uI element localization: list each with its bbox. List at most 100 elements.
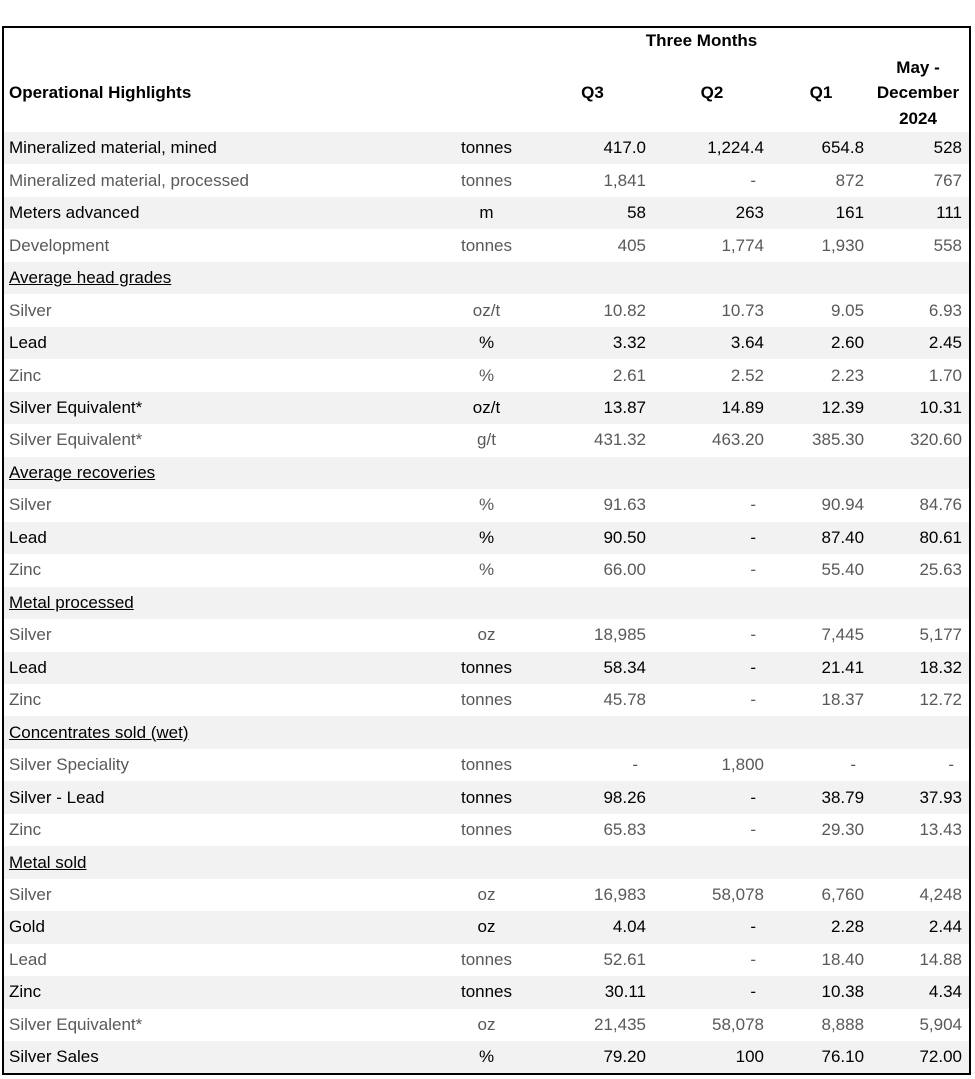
value-q2: - — [750, 982, 756, 1002]
value-q3: 10.82 — [603, 300, 646, 320]
row-unit: % — [478, 365, 495, 385]
header-spacer — [441, 54, 532, 132]
row-unit: tonnes — [460, 690, 513, 710]
value-q3: 21,435 — [594, 1014, 646, 1034]
row-label: Silver — [9, 625, 52, 645]
value-period: 111 — [936, 203, 962, 223]
row-unit: tonnes — [460, 170, 513, 190]
value-q1: 76.10 — [821, 1047, 865, 1067]
table-row: Silver Equivalent* oz 21,435 58,078 8,888 5,9… — [3, 1008, 970, 1042]
section-label-text: Metal processed — [9, 592, 134, 612]
section-row: Metal processed — [3, 586, 970, 620]
value-q2: - — [750, 820, 756, 840]
table-row: Zinc% 66.00 - 55.40 25.63 — [3, 554, 970, 587]
table-row: Silver Speciality tonnes - 1,800 - - — [3, 748, 970, 782]
value-period: 5,904 — [919, 1014, 962, 1034]
three-months-group-header: Three Months — [645, 31, 758, 50]
value-q2: 3.64 — [730, 333, 764, 353]
value-q3: 3.32 — [612, 333, 646, 353]
value-q2: 10.73 — [721, 300, 764, 320]
section-label: Metal processed — [3, 587, 970, 619]
row-label: Silver — [9, 300, 52, 320]
row-unit: tonnes — [460, 787, 513, 807]
row-unit: m — [479, 203, 494, 223]
row-label: Gold — [9, 917, 45, 937]
value-q3: 90.50 — [603, 527, 646, 547]
value-q1: 872 — [835, 170, 865, 190]
value-q1: 6,760 — [821, 885, 865, 905]
value-q3: 16,983 — [594, 885, 646, 905]
value-q2: 1,800 — [721, 755, 764, 775]
section-row: Average head grades — [3, 261, 970, 295]
value-q3: 405 — [617, 235, 646, 255]
value-q2: - — [750, 625, 756, 645]
row-label: Zinc — [9, 560, 42, 580]
table-row: Zinc tonnes 30.11 - 10.38 4.34 — [3, 976, 970, 1009]
value-q1: 10.38 — [821, 982, 865, 1002]
column-header-q1: Q1 — [809, 83, 833, 102]
value-period: 18.32 — [919, 657, 962, 677]
row-unit: oz/t — [472, 397, 501, 417]
row-unit: tonnes — [460, 949, 513, 969]
row-label: Silver — [9, 495, 52, 515]
table-header: Three Months Operational Highlights Q3 Q… — [3, 27, 970, 132]
table-row: Meters advanced m 58 263 161 111 — [3, 196, 970, 230]
row-label: Zinc — [9, 820, 42, 840]
table-row: Silver Sales% 79.20 100 76.10 72.00 — [3, 1041, 970, 1074]
value-q3: - — [632, 755, 638, 775]
table-row: Mineralized material, processed tonnes 1,8… — [3, 164, 970, 197]
value-q3: 91.63 — [603, 495, 646, 515]
row-unit: % — [478, 333, 495, 353]
section-label-text: Average head grades — [9, 268, 172, 288]
row-unit: oz — [477, 885, 496, 905]
value-q2: - — [750, 495, 756, 515]
value-q3: 45.78 — [603, 690, 646, 710]
value-period: 80.61 — [919, 527, 962, 547]
value-period: 14.88 — [919, 949, 962, 969]
value-q1: 2.28 — [830, 917, 865, 937]
value-q3: 52.61 — [603, 949, 646, 969]
table-body: Mineralized material, mined tonnes 417.0 1,… — [3, 132, 970, 1074]
value-q2: 58,078 — [712, 1014, 764, 1034]
row-label: Mineralized material, mined — [9, 138, 217, 158]
row-unit: tonnes — [460, 982, 513, 1002]
value-period: 4,248 — [919, 885, 962, 905]
section-label: Average head grades — [3, 262, 970, 294]
value-q1: 29.30 — [821, 820, 865, 840]
value-period: 13.43 — [919, 820, 962, 840]
value-q2: 1,224.4 — [707, 138, 764, 158]
table-row: Gold oz 4.04 - 2.28 2.44 — [3, 911, 970, 944]
column-header-q3: Q3 — [581, 83, 604, 102]
value-q3: 2.61 — [612, 365, 646, 385]
row-label: Silver Equivalent* — [9, 397, 143, 417]
table-row: Lead% 90.50 - 87.40 80.61 — [3, 521, 970, 555]
row-label: Lead — [9, 333, 47, 353]
value-period: 767 — [933, 170, 962, 190]
row-unit: % — [478, 560, 495, 580]
value-q3: 417.0 — [603, 138, 646, 158]
column-header-q2: Q2 — [700, 83, 724, 102]
section-label: Metal sold — [3, 846, 970, 878]
value-q2: - — [750, 170, 756, 190]
value-q2: - — [750, 917, 756, 937]
table-row: Lead tonnes 52.61 - 18.40 14.88 — [3, 943, 970, 977]
row-label: Development — [9, 235, 110, 255]
row-unit: oz — [477, 625, 496, 645]
table-row: Development tonnes 405 1,774 1,930 558 — [3, 229, 970, 262]
value-q2: 1,774 — [721, 235, 764, 255]
value-q2: - — [750, 560, 756, 580]
value-period: 320.60 — [910, 430, 962, 450]
value-q3: 1,841 — [603, 170, 646, 190]
row-label: Mineralized material, processed — [9, 170, 249, 190]
row-label: Lead — [9, 527, 47, 547]
value-q1: - — [850, 755, 857, 775]
section-row: Average recoveries — [3, 456, 970, 490]
row-label: Silver Equivalent* — [9, 1014, 143, 1034]
value-q1: 38.79 — [821, 787, 865, 807]
value-q2: 14.89 — [721, 397, 764, 417]
value-period: 528 — [933, 138, 962, 158]
value-q1: 18.37 — [821, 690, 865, 710]
value-q2: - — [750, 787, 756, 807]
row-unit: tonnes — [460, 657, 513, 677]
row-unit: g/t — [477, 430, 496, 450]
